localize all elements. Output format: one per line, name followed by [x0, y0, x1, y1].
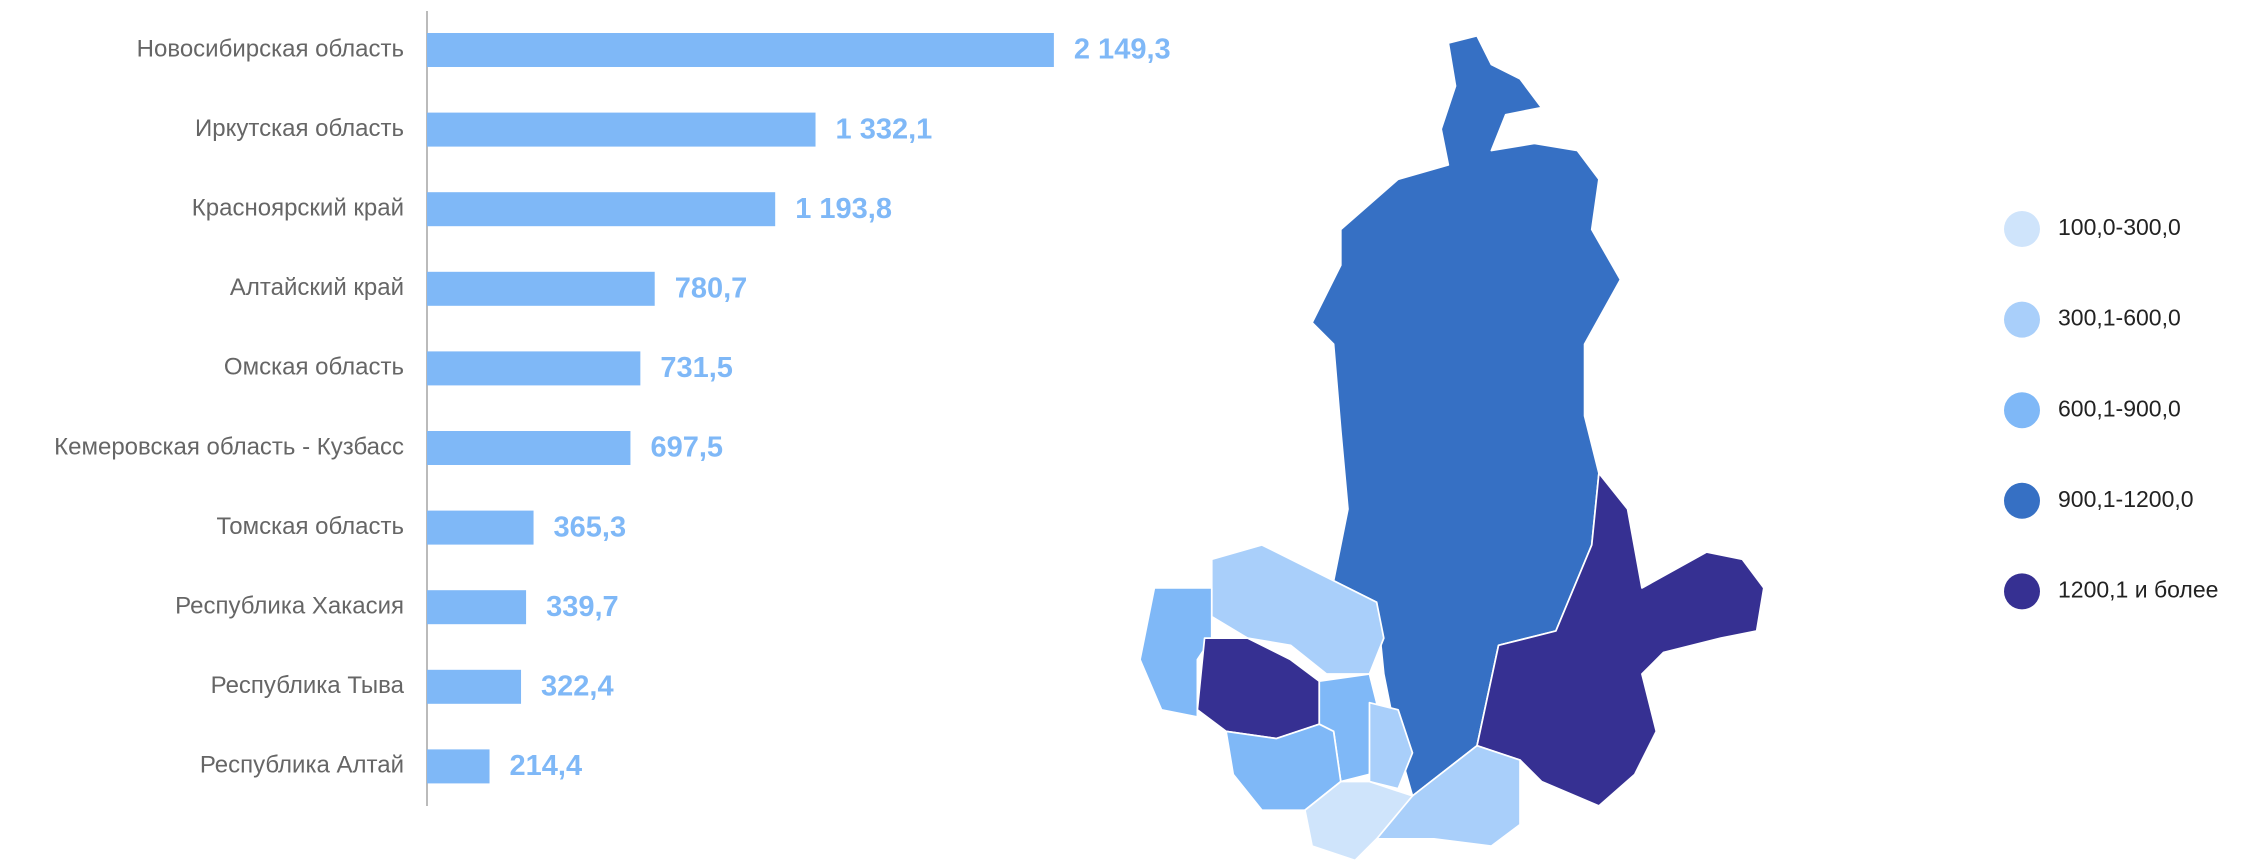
category-label: Красноярский край	[192, 195, 404, 222]
region	[1139, 587, 1213, 718]
legend-swatch	[2004, 301, 2040, 338]
category-label: Алтайский край	[230, 274, 404, 301]
bar	[427, 112, 816, 147]
region	[1368, 701, 1414, 790]
bar	[427, 192, 776, 227]
legend-label: 600,1-900,0	[2058, 395, 2181, 421]
value-label: 2 149,3	[1074, 34, 1171, 66]
value-label: 214,4	[510, 750, 583, 782]
bar	[427, 510, 534, 545]
category-label: Республика Хакасия	[175, 593, 404, 620]
value-label: 697,5	[650, 432, 723, 464]
map	[1139, 34, 1765, 862]
bar	[427, 749, 490, 784]
legend-label: 1200,1 и более	[2058, 576, 2218, 602]
category-label: Томская область	[216, 513, 404, 540]
category-label: Иркутская область	[195, 115, 404, 142]
bar	[427, 271, 655, 306]
legend-label: 100,0-300,0	[2058, 214, 2181, 240]
value-label: 339,7	[546, 591, 619, 623]
category-label: Новосибирская область	[137, 35, 404, 62]
bar	[427, 431, 631, 465]
category-label: Республика Алтай	[200, 752, 404, 779]
legend-swatch	[2004, 211, 2040, 247]
value-label: 365,3	[554, 511, 627, 543]
value-label: 1 193,8	[795, 193, 892, 225]
category-label: Кемеровская область - Кузбасс	[54, 433, 404, 460]
legend-swatch	[2004, 482, 2040, 519]
legend-swatch	[2004, 392, 2040, 429]
bar	[427, 590, 527, 625]
value-label: 1 332,1	[836, 113, 933, 145]
region	[1476, 472, 1765, 807]
value-label: 780,7	[675, 272, 748, 304]
bar	[427, 33, 1054, 67]
bar	[427, 351, 641, 386]
category-label: Республика Тыва	[211, 672, 405, 699]
legend-label: 900,1-1200,0	[2058, 486, 2194, 512]
region	[1304, 780, 1414, 862]
legend-swatch	[2004, 573, 2040, 610]
value-label: 322,4	[541, 670, 614, 702]
bar	[427, 669, 522, 704]
category-label: Омская область	[224, 354, 404, 381]
value-label: 731,5	[660, 352, 733, 384]
legend-label: 300,1-600,0	[2058, 305, 2181, 331]
